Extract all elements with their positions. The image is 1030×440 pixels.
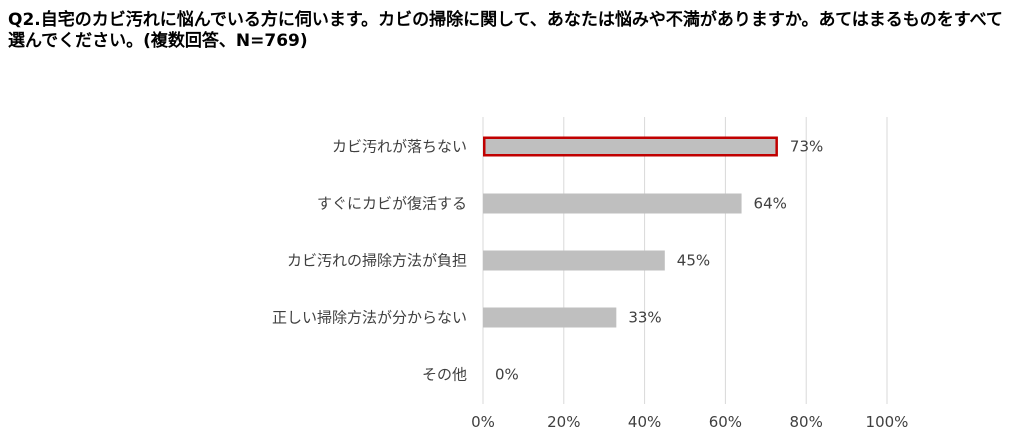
- value-label: 33%: [628, 309, 661, 327]
- bar: [483, 307, 617, 328]
- x-tick-label: 100%: [866, 413, 909, 431]
- x-tick-label: 0%: [471, 413, 495, 431]
- value-label: 64%: [754, 195, 787, 213]
- category-label: その他: [422, 366, 467, 384]
- value-label: 73%: [790, 138, 823, 156]
- labels: 0% 20% 40% 60% 80% 100% カビ汚れが落ちない 73% すぐにカビが復活する…: [272, 138, 908, 432]
- category-label: カビ汚れの掃除方法が負担: [287, 252, 467, 270]
- value-label: 0%: [495, 366, 519, 384]
- value-label: 45%: [677, 252, 710, 270]
- x-tick-label: 60%: [709, 413, 742, 431]
- category-label: 正しい掃除方法が分からない: [272, 309, 467, 327]
- x-tick-label: 20%: [547, 413, 580, 431]
- x-tick-label: 80%: [790, 413, 823, 431]
- bars: [483, 136, 778, 328]
- bar: [483, 193, 742, 214]
- category-label: カビ汚れが落ちない: [332, 138, 467, 156]
- bar: [483, 136, 778, 157]
- category-label: すぐにカビが復活する: [317, 195, 467, 213]
- bar: [483, 250, 665, 271]
- x-tick-label: 40%: [628, 413, 661, 431]
- chart-title: Q2.自宅のカビ汚れに悩んでいる方に伺います。カビの掃除に関して、あなたは悩みや…: [8, 10, 1003, 51]
